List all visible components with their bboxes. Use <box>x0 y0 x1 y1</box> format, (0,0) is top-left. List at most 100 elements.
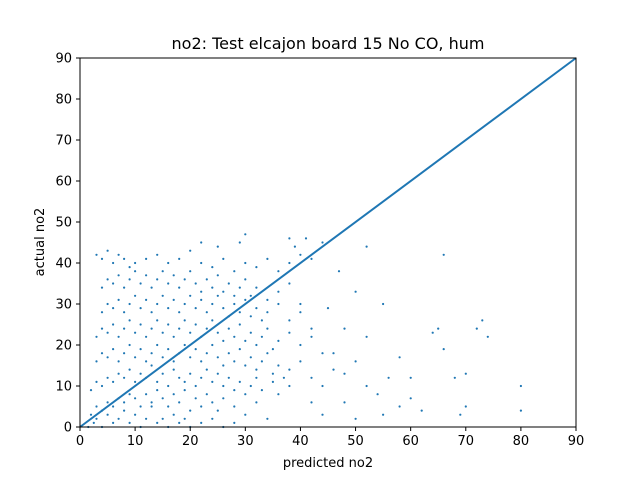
scatter-point <box>255 286 258 289</box>
scatter-point <box>249 331 252 334</box>
scatter-point <box>100 352 104 355</box>
scatter-point <box>222 290 225 293</box>
scatter-point <box>172 298 175 301</box>
scatter-point <box>92 421 95 424</box>
scatter-point <box>172 274 175 277</box>
scatter-point <box>139 348 142 351</box>
scatter-point <box>200 376 203 379</box>
scatter-point <box>189 331 192 334</box>
scatter-point <box>277 302 280 306</box>
scatter-point <box>95 253 98 256</box>
scatter-point <box>216 356 219 359</box>
y-tick-label: 70 <box>55 134 72 149</box>
scatter-point <box>321 384 324 388</box>
scatter-point <box>244 364 247 367</box>
scatter-point <box>183 389 186 392</box>
x-tick-label: 90 <box>568 434 585 449</box>
scatter-point <box>178 401 181 404</box>
scatter-point <box>255 376 258 379</box>
scatter-point <box>249 384 252 388</box>
scatter-point <box>255 343 258 347</box>
scatter-point <box>117 253 120 256</box>
scatter-point <box>117 372 120 375</box>
scatter-point <box>244 393 247 396</box>
scatter-point <box>95 335 98 338</box>
scatter-point <box>343 401 346 404</box>
scatter-point <box>277 393 280 396</box>
scatter-point <box>277 290 280 293</box>
scatter-point <box>249 315 252 318</box>
scatter-point <box>255 401 258 404</box>
scatter-point <box>464 372 467 375</box>
scatter-point <box>211 343 214 347</box>
scatter-point <box>216 409 219 412</box>
scatter-point <box>134 397 137 400</box>
y-tick-label: 30 <box>55 298 72 313</box>
axes-frame <box>79 57 577 428</box>
scatter-point <box>161 270 164 273</box>
x-tick-label: 0 <box>76 434 84 449</box>
scatter-point <box>178 311 181 314</box>
scatter-point <box>464 405 467 408</box>
scatter-point <box>139 372 142 375</box>
scatter-point <box>200 298 203 301</box>
scatter-point <box>519 409 523 412</box>
scatter-point <box>145 298 148 301</box>
scatter-point <box>244 278 247 281</box>
scatter-point <box>128 368 131 371</box>
scatter-point <box>200 405 203 408</box>
scatter-point <box>266 352 269 355</box>
scatter-point <box>134 380 137 383</box>
scatter-point <box>398 405 401 408</box>
scatter-point <box>222 397 225 400</box>
scatter-point <box>409 376 412 379</box>
scatter-point <box>238 323 241 326</box>
scatter-point <box>95 417 98 420</box>
scatter-point <box>156 319 159 322</box>
y-tick-label: 90 <box>55 52 72 67</box>
scatter-point <box>216 274 219 277</box>
x-tick-label: 70 <box>458 434 475 449</box>
scatter-point <box>194 307 197 310</box>
scatter-point <box>100 257 104 260</box>
scatter-point <box>167 282 170 285</box>
y-tick-label: 10 <box>55 380 72 395</box>
scatter-point <box>332 368 335 371</box>
scatter-point <box>156 421 159 424</box>
scatter-point <box>194 282 197 285</box>
scatter-point <box>442 253 445 256</box>
scatter-point <box>227 352 230 355</box>
scatter-point <box>519 384 523 388</box>
scatter-point <box>437 327 440 330</box>
scatter-point <box>211 319 214 322</box>
scatter-point <box>189 356 192 359</box>
scatter-point <box>194 397 197 400</box>
scatter-point <box>112 282 115 285</box>
scatter-point <box>238 311 241 314</box>
scatter-point <box>266 257 269 260</box>
x-tick-label: 50 <box>347 434 364 449</box>
scatter-point <box>326 307 330 310</box>
scatter-point <box>123 401 126 404</box>
scatter-point <box>354 290 357 293</box>
scatter-point <box>100 311 104 314</box>
y-tick-label: 50 <box>55 216 72 231</box>
scatter-point <box>216 331 219 334</box>
scatter-point <box>123 327 126 330</box>
scatter-point <box>222 339 225 342</box>
scatter-point <box>183 302 186 306</box>
y-tick-label: 20 <box>55 339 72 354</box>
scatter-point <box>106 401 109 404</box>
x-tick-label: 80 <box>513 434 530 449</box>
scatter-point <box>244 233 247 236</box>
scatter-point <box>409 397 412 400</box>
scatter-point <box>145 335 148 338</box>
scatter-point <box>161 356 164 359</box>
scatter-point <box>150 405 153 408</box>
scatter-point <box>337 270 341 273</box>
scatter-point <box>233 294 236 297</box>
scatter-point <box>216 294 219 297</box>
scatter-point <box>178 376 181 379</box>
scatter-point <box>233 270 236 273</box>
scatter-point <box>222 257 225 260</box>
